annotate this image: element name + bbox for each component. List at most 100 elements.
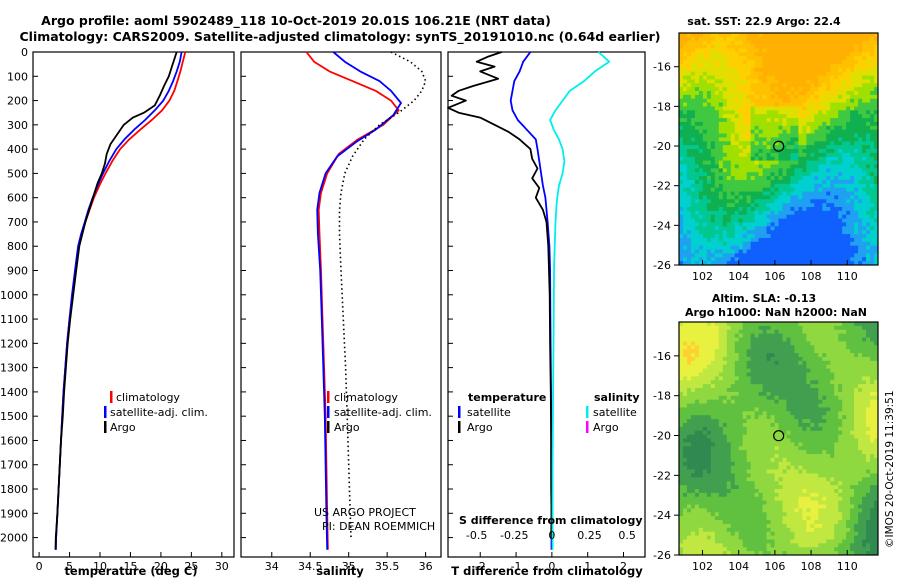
map-cell <box>710 79 716 84</box>
map-cell <box>834 56 839 61</box>
map-cell <box>714 395 720 401</box>
map-cell <box>766 183 771 189</box>
map-cell <box>706 454 712 459</box>
map-cell <box>686 118 692 123</box>
map-cell <box>754 160 759 165</box>
map-cell <box>790 411 795 416</box>
map-cell <box>750 214 756 219</box>
map-cell <box>818 152 823 158</box>
map-cell <box>782 79 787 84</box>
map-cell <box>862 52 867 57</box>
map-cell <box>818 33 823 38</box>
map-cell <box>854 419 859 424</box>
map-cell <box>766 329 771 335</box>
map-cell <box>798 230 803 235</box>
map-cell <box>870 214 875 219</box>
legend-swatch-climatology <box>110 391 113 403</box>
map-cell <box>814 430 819 436</box>
map-cell <box>682 454 688 459</box>
legend-title-salinity: salinity <box>594 391 640 404</box>
map-cell <box>766 156 771 161</box>
map-cell <box>862 191 867 196</box>
map-cell <box>794 234 799 239</box>
map-cell <box>862 56 867 61</box>
map-cell <box>742 195 748 200</box>
map-cell <box>730 67 736 73</box>
map-cell <box>722 75 728 80</box>
map-cell <box>838 249 843 254</box>
map-cell <box>738 176 744 181</box>
map-cell <box>754 114 759 119</box>
map-cell <box>822 403 827 408</box>
map-cell <box>762 380 767 385</box>
map-cell <box>758 187 763 192</box>
map-cell <box>762 218 767 223</box>
map-cell <box>722 52 728 57</box>
map-cell <box>794 226 799 231</box>
map-cell <box>746 106 752 111</box>
map-cell <box>778 411 783 416</box>
map-cell <box>782 261 787 266</box>
map-cell <box>822 329 827 335</box>
map-cell <box>702 149 708 154</box>
map-cell <box>842 168 847 173</box>
map-cell <box>690 442 696 447</box>
map-cell <box>686 399 692 404</box>
map-cell <box>746 329 752 335</box>
map-cell <box>858 257 863 262</box>
map-cell <box>754 226 759 231</box>
map-cell <box>854 450 859 455</box>
map-cell <box>794 176 799 181</box>
map-cell <box>842 133 847 138</box>
map-cell <box>834 249 839 254</box>
map-cell <box>746 129 752 134</box>
map-cell <box>786 125 791 131</box>
map-cell <box>862 63 867 69</box>
map-cell <box>718 434 724 439</box>
map-cell <box>770 234 775 239</box>
map-cell <box>842 79 847 84</box>
map-cell <box>774 226 779 231</box>
map-cell <box>874 419 879 424</box>
map-cell <box>730 152 736 158</box>
map-cell <box>794 44 799 49</box>
map-cell <box>722 349 728 354</box>
map-cell <box>738 121 744 127</box>
map-cell <box>794 98 799 103</box>
map-cell <box>874 195 879 200</box>
map-cell <box>782 257 787 262</box>
map-cell <box>802 121 807 127</box>
map-cell <box>862 40 867 45</box>
map-cell <box>814 234 819 239</box>
map-cell <box>870 380 875 385</box>
map-cell <box>754 391 759 397</box>
map-cell <box>730 391 736 397</box>
map-cell <box>722 353 728 358</box>
map-cell <box>786 391 791 397</box>
map-cell <box>842 102 847 107</box>
map-cell <box>698 376 704 381</box>
map-cell <box>770 230 775 235</box>
map-cell <box>738 44 744 49</box>
map-cell <box>718 241 724 247</box>
map-cell <box>842 203 847 208</box>
map-cell <box>706 75 712 80</box>
map-cell <box>818 71 823 76</box>
map-cell <box>790 114 795 119</box>
map-cell <box>786 187 791 192</box>
map-cell <box>870 226 875 231</box>
map-cell <box>746 391 752 397</box>
map-cell <box>786 253 791 258</box>
map-cell <box>754 172 759 177</box>
map-cell <box>714 368 720 373</box>
map-cell <box>798 118 803 123</box>
map-cell <box>806 214 811 219</box>
map-cell <box>810 430 815 436</box>
map-cell <box>870 152 875 158</box>
map-cell <box>870 36 875 42</box>
map-cell <box>838 110 843 115</box>
map-cell <box>846 222 851 227</box>
map-cell <box>790 446 795 451</box>
map-cell <box>694 133 700 138</box>
map-cell <box>794 333 799 338</box>
